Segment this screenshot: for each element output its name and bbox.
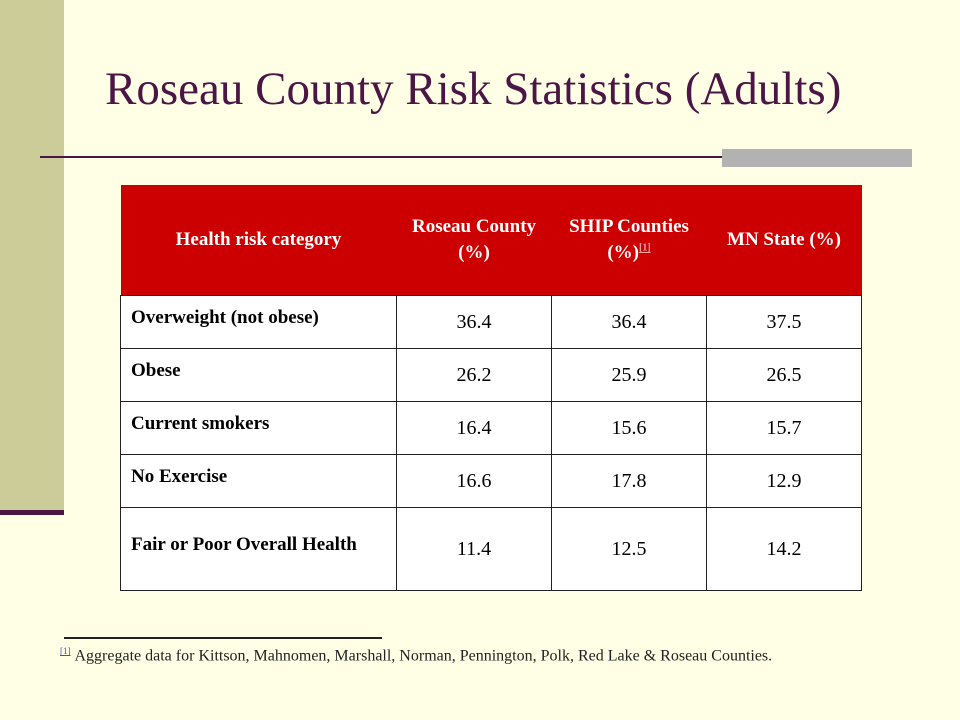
- footnote-ref-link[interactable]: [1]: [638, 242, 651, 254]
- ship-value: 25.9: [551, 348, 707, 402]
- ship-value: 15.6: [551, 401, 707, 455]
- footnote: [1] Aggregate data for Kittson, Mahnomen,…: [60, 646, 772, 665]
- ship-value: 17.8: [551, 454, 707, 508]
- title-divider: [40, 156, 912, 158]
- header-ship-label: SHIP Counties (%): [569, 216, 689, 263]
- side-bar-underline: [0, 510, 64, 515]
- table-header-row: Health risk category Roseau County (%) S…: [120, 185, 862, 296]
- footnote-separator: [64, 637, 382, 639]
- header-category: Health risk category: [120, 185, 397, 296]
- table-row: Obese 26.2 25.9 26.5: [120, 348, 862, 402]
- mn-value: 15.7: [706, 401, 862, 455]
- mn-value: 26.5: [706, 348, 862, 402]
- table-row: Current smokers 16.4 15.6 15.7: [120, 401, 862, 455]
- mn-value: 14.2: [706, 507, 862, 591]
- row-category: Current smokers: [120, 401, 397, 455]
- roseau-value: 16.6: [396, 454, 552, 508]
- ship-value: 12.5: [551, 507, 707, 591]
- header-roseau-county: Roseau County (%): [396, 185, 552, 296]
- row-category: Fair or Poor Overall Health: [120, 507, 397, 591]
- title-divider-accent: [722, 149, 912, 167]
- row-category: Overweight (not obese): [120, 295, 397, 349]
- table-row: Overweight (not obese) 36.4 36.4 37.5: [120, 295, 862, 349]
- roseau-value: 26.2: [396, 348, 552, 402]
- mn-value: 37.5: [706, 295, 862, 349]
- slide-title: Roseau County Risk Statistics (Adults): [105, 63, 842, 115]
- footnote-text: Aggregate data for Kittson, Mahnomen, Ma…: [74, 647, 773, 665]
- header-ship-counties: SHIP Counties (%)[1]: [551, 185, 707, 296]
- header-mn-state: MN State (%): [706, 185, 862, 296]
- footnote-anchor-link[interactable]: [1]: [60, 646, 71, 656]
- decorative-side-bar: [0, 0, 64, 512]
- table-row: No Exercise 16.6 17.8 12.9: [120, 454, 862, 508]
- roseau-value: 16.4: [396, 401, 552, 455]
- row-category: Obese: [120, 348, 397, 402]
- mn-value: 12.9: [706, 454, 862, 508]
- risk-statistics-table: Health risk category Roseau County (%) S…: [120, 185, 862, 591]
- table-row: Fair or Poor Overall Health 11.4 12.5 14…: [120, 507, 862, 591]
- roseau-value: 36.4: [396, 295, 552, 349]
- row-category: No Exercise: [120, 454, 397, 508]
- ship-value: 36.4: [551, 295, 707, 349]
- roseau-value: 11.4: [396, 507, 552, 591]
